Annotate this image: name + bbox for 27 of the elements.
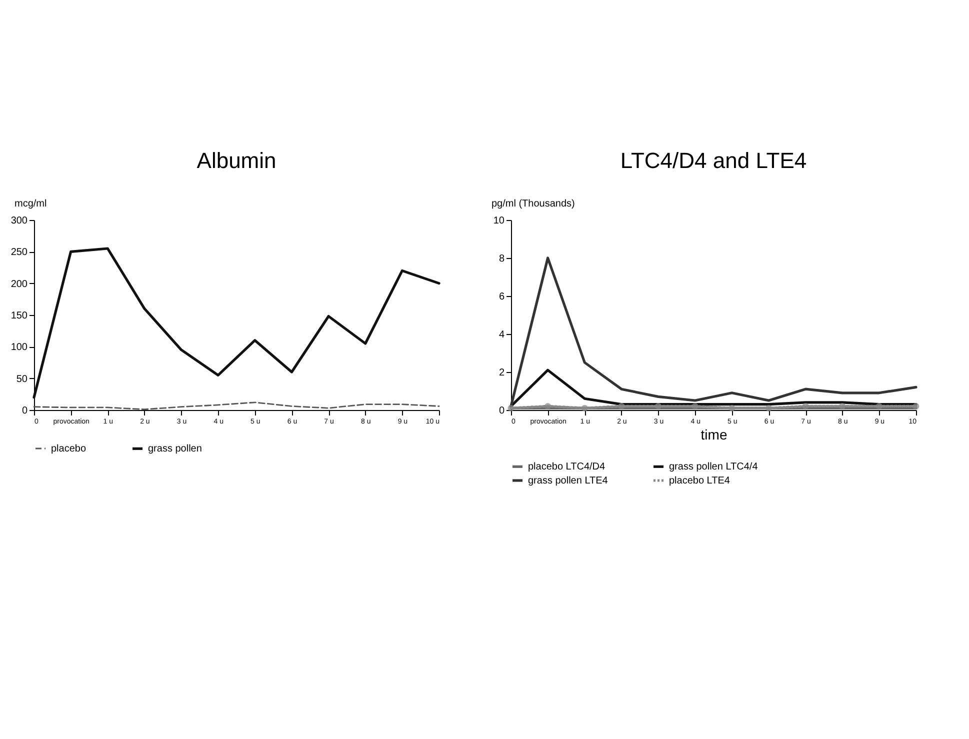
y-tick-label: 200 xyxy=(10,278,28,290)
legend-label: grass pollen LTE4 xyxy=(528,476,608,486)
x-axis-title: time xyxy=(700,426,728,442)
legend-label: placebo LTE4 xyxy=(669,476,730,486)
line-series xyxy=(510,256,918,408)
y-tick-label: 8 xyxy=(498,254,505,264)
y-tick-label: 250 xyxy=(10,247,28,258)
y-tick-label: 300 xyxy=(10,216,28,226)
y-tick-label: 0 xyxy=(498,406,505,416)
y-tick-label: 2 xyxy=(498,368,505,378)
y-axis-title: pg/ml (Thousands) xyxy=(492,198,575,210)
chart-title: LTC4/D4 and LTE4 xyxy=(620,148,807,173)
y-tick-label: 10 xyxy=(493,216,505,226)
y-tick-label: 50 xyxy=(16,374,28,385)
line-series xyxy=(32,247,440,399)
legend-label: grass pollen xyxy=(148,444,202,455)
y-tick-label: 6 xyxy=(498,292,505,302)
y-tick-label: 0 xyxy=(22,406,28,416)
y-tick-label: 100 xyxy=(10,342,28,354)
y-tick-label: 150 xyxy=(10,310,28,322)
line-series xyxy=(510,368,918,408)
legend-label: grass pollen LTC4/4 xyxy=(669,462,758,473)
y-tick-label: 4 xyxy=(498,330,505,340)
chart-title: Albumin xyxy=(196,148,276,173)
legend-label: placebo LTC4/D4 xyxy=(528,462,606,473)
y-axis-title: mcg/ml xyxy=(14,198,47,210)
legend-label: placebo xyxy=(51,444,86,454)
